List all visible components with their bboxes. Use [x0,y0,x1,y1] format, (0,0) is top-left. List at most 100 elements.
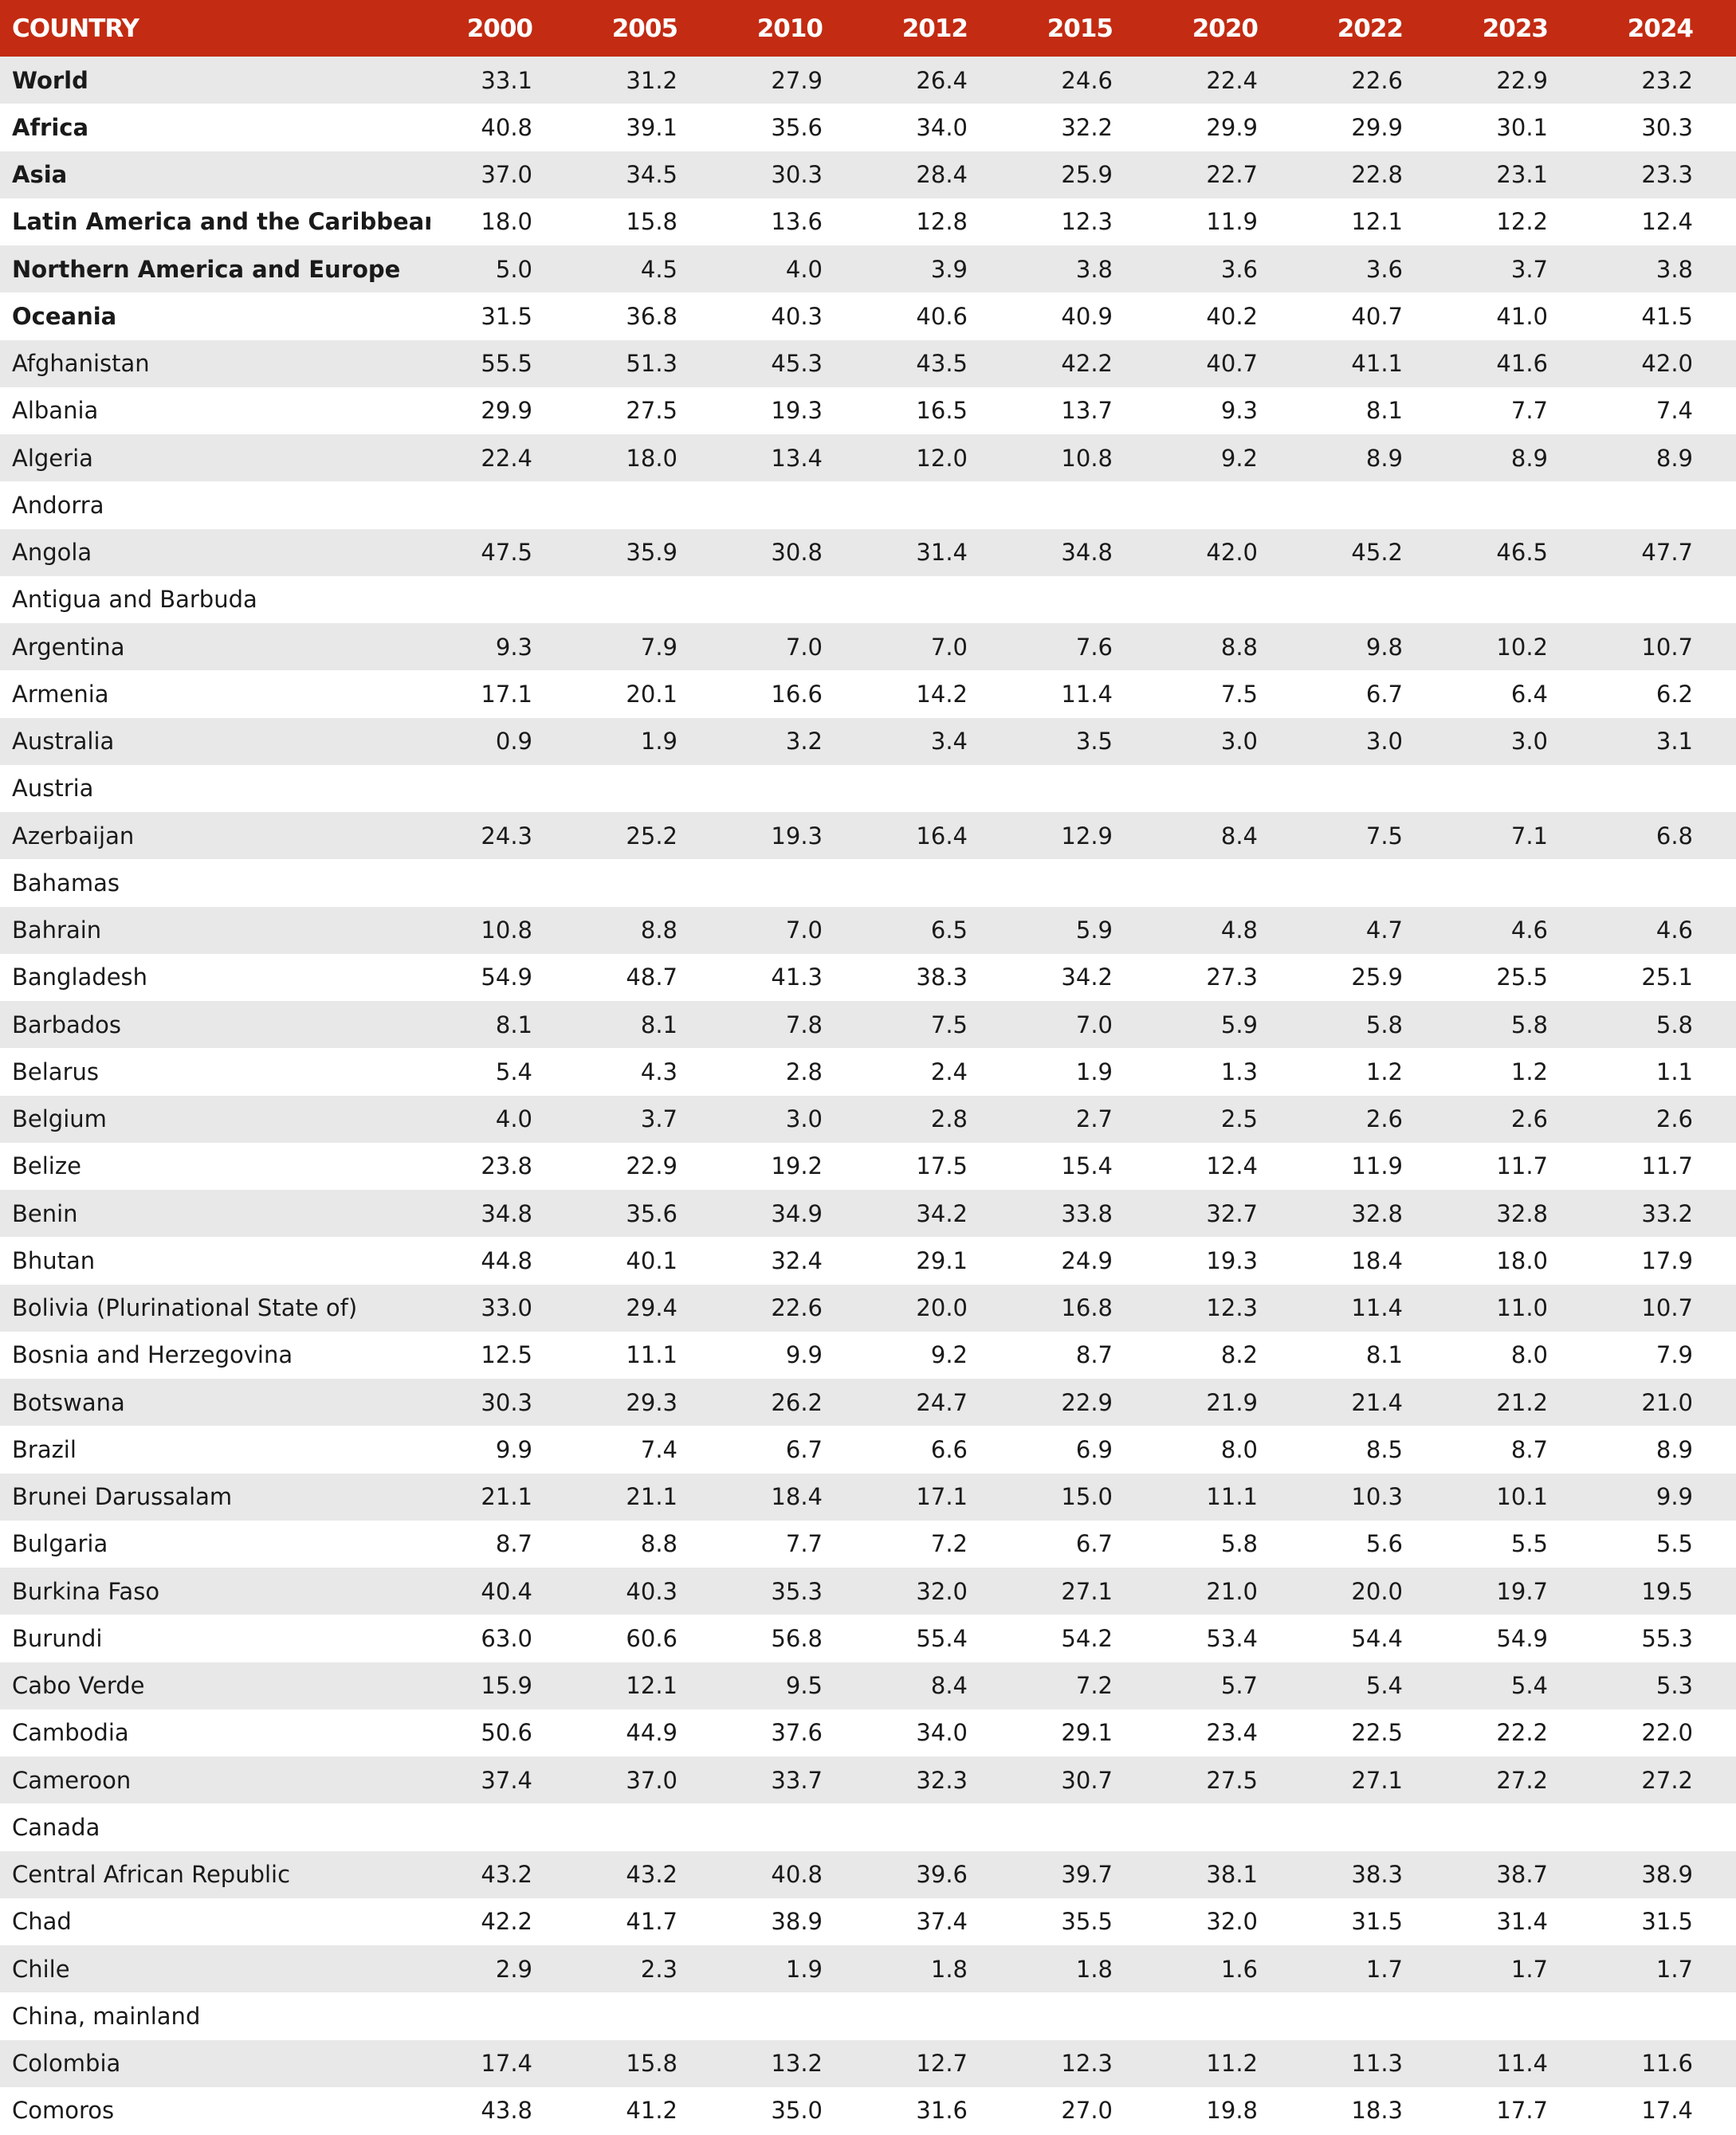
value-cell: 12.4 [1206,1152,1258,1180]
value-cell: 54.4 [1351,1624,1403,1652]
table-row: Chad 42.2 41.7 38.9 37.4 35.5 32.0 31.5 31.4 31.5 [0,1898,1736,1945]
value-cell: 4.8 [1220,916,1258,944]
country-cell: Botswana [12,1388,125,1416]
value-cell: 29.9 [481,397,532,425]
value-cell: 21.0 [1206,1577,1258,1605]
value-cell: 1.7 [1365,1955,1403,1983]
value-cell: 8.8 [640,1530,678,1558]
value-cell: 37.4 [481,1766,532,1794]
value-cell: 11.2 [1206,2050,1258,2078]
table-row: Angola 47.5 35.9 30.8 31.4 34.8 42.0 45.2 46.5 47… [0,528,1736,576]
value-cell: 31.5 [481,302,532,330]
value-cell: 22.5 [1351,1719,1403,1747]
value-cell: 7.2 [1075,1672,1113,1700]
table-row: Andorra [0,481,1736,528]
empty-cell [1446,481,1591,528]
value-cell: 43.2 [626,1861,678,1889]
value-cell: 34.0 [916,1719,968,1747]
value-cell: 19.2 [771,1152,823,1180]
country-cell: Comoros [12,2097,115,2125]
value-cell: 26.4 [916,66,968,94]
value-cell: 3.0 [1365,728,1403,755]
value-cell: 11.6 [1641,2050,1693,2078]
table-row: Chile 2.9 2.3 1.9 1.8 1.8 1.6 1.7 1.7 1.7 [0,1945,1736,1993]
value-cell: 10.7 [1641,1294,1693,1322]
empty-cell [430,1803,575,1850]
value-cell: 25.2 [626,822,678,850]
value-cell: 12.3 [1206,1294,1258,1322]
value-cell: 24.3 [481,822,532,850]
value-cell: 17.7 [1496,2097,1548,2125]
value-cell: 18.0 [481,208,532,236]
value-cell: 5.6 [1365,1530,1403,1558]
value-cell: 27.1 [1061,1577,1113,1605]
value-cell: 30.8 [771,539,823,567]
table-row: Benin 34.8 35.6 34.9 34.2 33.8 32.7 32.8 32.8 33.… [0,1190,1736,1238]
value-cell: 17.1 [481,680,532,708]
column-header: 2020 [1192,14,1259,43]
value-cell: 7.0 [785,916,823,944]
value-cell: 35.9 [626,539,678,567]
value-cell: 22.2 [1496,1719,1548,1747]
value-cell: 22.4 [1206,66,1258,94]
value-cell: 21.2 [1496,1388,1548,1416]
value-cell: 39.7 [1061,1861,1113,1889]
value-cell: 11.9 [1351,1152,1403,1180]
value-cell: 7.7 [1510,397,1548,425]
empty-cell [1156,859,1301,906]
value-cell: 11.4 [1351,1294,1403,1322]
value-cell: 3.0 [1510,728,1548,755]
value-cell: 41.6 [1496,350,1548,378]
country-cell: Cabo Verde [12,1672,145,1700]
empty-cell [1446,576,1591,623]
value-cell: 31.6 [916,2097,968,2125]
value-cell: 8.4 [1220,822,1258,850]
value-cell: 30.3 [481,1388,532,1416]
value-cell: 7.9 [1655,1341,1693,1369]
empty-cell [1591,765,1736,812]
value-cell: 33.0 [481,1294,532,1322]
value-cell: 30.7 [1061,1766,1113,1794]
value-cell: 19.3 [1206,1246,1258,1274]
table-row: Belgium 4.0 3.7 3.0 2.8 2.7 2.5 2.6 2.6 2.6 [0,1095,1736,1143]
value-cell: 40.8 [481,113,532,141]
empty-cell [1156,1803,1301,1850]
value-cell: 24.9 [1061,1246,1113,1274]
value-cell: 27.9 [771,66,823,94]
value-cell: 29.1 [916,1246,968,1274]
value-cell: 60.6 [626,1624,678,1652]
value-cell: 8.0 [1220,1435,1258,1463]
country-cell: Andorra [12,491,104,519]
value-cell: 17.5 [916,1152,968,1180]
value-cell: 35.5 [1061,1908,1113,1936]
value-cell: 31.2 [626,66,678,94]
value-cell: 56.8 [771,1624,823,1652]
value-cell: 8.1 [1365,397,1403,425]
value-cell: 20.1 [626,680,678,708]
table-row: Azerbaijan 24.3 25.2 19.3 16.4 12.9 8.4 7.5 7.1 6… [0,812,1736,860]
value-cell: 12.3 [1061,2050,1113,2078]
country-cell: Brazil [12,1435,77,1463]
table-row: Cabo Verde 15.9 12.1 9.5 8.4 7.2 5.7 5.4 5.4 5.3 [0,1662,1736,1709]
empty-cell [1591,859,1736,906]
value-cell: 40.4 [481,1577,532,1605]
column-header: 2024 [1627,14,1694,43]
value-cell: 41.2 [626,2097,678,2125]
country-cell: Bulgaria [12,1530,108,1558]
country-cell: Asia [12,161,68,189]
value-cell: 2.6 [1365,1105,1403,1133]
value-cell: 38.9 [771,1908,823,1936]
value-cell: 17.9 [1641,1246,1693,1274]
value-cell: 9.8 [1365,633,1403,661]
table-row: Albania 29.9 27.5 19.3 16.5 13.7 9.3 8.1 7.7 7.4 [0,387,1736,434]
value-cell: 41.1 [1351,350,1403,378]
value-cell: 21.0 [1641,1388,1693,1416]
empty-cell [1301,1803,1446,1850]
value-cell: 38.9 [1641,1861,1693,1889]
empty-cell [1011,576,1156,623]
table-row: Belarus 5.4 4.3 2.8 2.4 1.9 1.3 1.2 1.2 1.1 [0,1048,1736,1095]
value-cell: 25.9 [1061,161,1113,189]
value-cell: 6.7 [1365,680,1403,708]
country-cell: Antigua and Barbuda [12,586,257,614]
column-header: 2000 [466,14,533,43]
